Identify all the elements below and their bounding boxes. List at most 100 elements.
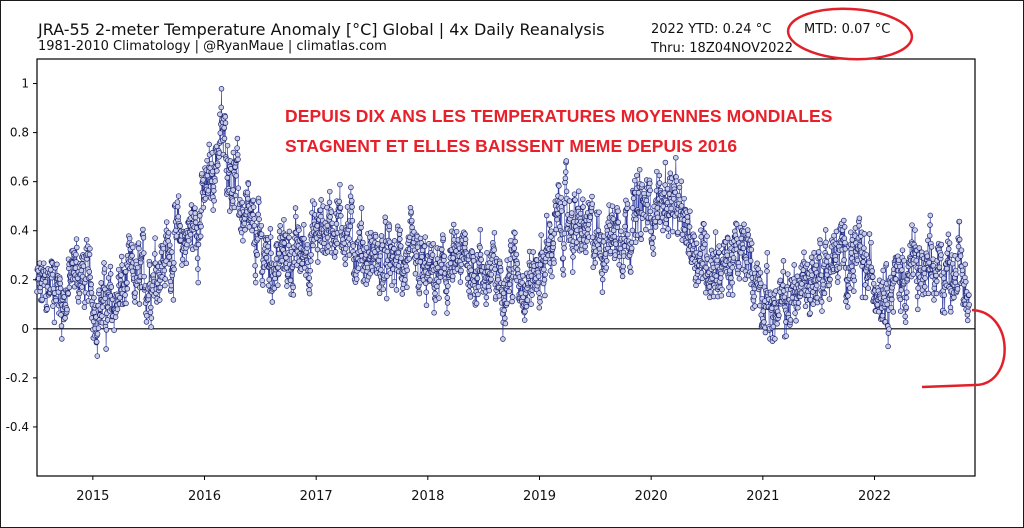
data-point xyxy=(966,301,972,308)
data-point xyxy=(283,255,289,261)
data-point xyxy=(603,264,610,271)
data-point xyxy=(707,289,714,295)
data-point xyxy=(537,261,544,268)
data-point xyxy=(438,261,445,268)
data-point xyxy=(638,236,644,243)
data-point xyxy=(353,276,360,282)
data-point xyxy=(886,326,892,332)
data-point xyxy=(577,210,584,217)
data-point xyxy=(523,303,530,310)
data-point xyxy=(870,274,876,280)
data-point xyxy=(148,324,154,330)
data-point xyxy=(847,285,853,291)
data-point xyxy=(841,224,848,230)
data-point xyxy=(736,263,742,270)
data-point xyxy=(536,290,542,296)
data-point xyxy=(94,353,101,359)
data-point xyxy=(372,233,379,240)
data-point xyxy=(183,260,190,267)
data-point xyxy=(328,209,335,215)
data-point xyxy=(652,224,659,230)
data-point xyxy=(218,104,224,111)
data-point xyxy=(341,240,347,247)
data-point xyxy=(704,233,710,239)
data-point xyxy=(281,240,287,246)
data-point xyxy=(88,281,94,288)
data-point xyxy=(831,232,837,239)
data-point xyxy=(793,318,799,324)
data-point xyxy=(648,228,654,235)
data-point xyxy=(431,310,437,316)
data-point xyxy=(307,268,313,274)
data-point xyxy=(165,230,172,236)
data-point xyxy=(427,277,433,283)
data-point xyxy=(252,272,259,279)
data-point xyxy=(691,233,697,240)
data-point xyxy=(314,223,320,229)
data-point xyxy=(936,264,943,271)
data-point xyxy=(66,284,73,291)
data-point xyxy=(242,227,248,233)
data-point xyxy=(562,175,569,182)
data-point xyxy=(281,216,287,223)
data-point xyxy=(441,253,447,260)
data-point xyxy=(903,295,910,301)
data-point xyxy=(475,291,481,298)
data-point xyxy=(53,297,59,304)
data-point xyxy=(205,187,212,194)
data-point xyxy=(136,301,143,307)
data-point xyxy=(462,236,469,243)
data-point xyxy=(687,208,693,214)
data-point xyxy=(397,236,403,242)
data-point xyxy=(702,241,708,248)
data-point xyxy=(344,204,351,210)
data-point xyxy=(75,299,82,305)
data-point xyxy=(736,275,743,282)
data-point xyxy=(311,201,318,207)
data-point xyxy=(126,235,133,242)
data-point xyxy=(879,313,886,319)
data-point xyxy=(111,327,117,333)
data-point xyxy=(556,183,562,189)
data-point xyxy=(587,214,594,221)
data-point xyxy=(542,271,548,278)
data-point xyxy=(673,154,679,161)
data-point xyxy=(719,286,725,293)
data-point xyxy=(378,233,385,239)
data-point xyxy=(416,290,423,297)
data-point xyxy=(492,266,498,273)
data-point xyxy=(269,299,276,305)
chart-title: JRA-55 2-meter Temperature Anomaly [°C] … xyxy=(38,20,605,39)
data-point xyxy=(783,333,789,339)
data-point xyxy=(615,208,621,214)
data-point xyxy=(124,279,130,286)
data-point xyxy=(954,286,961,292)
data-point xyxy=(346,252,353,258)
data-point xyxy=(239,199,246,206)
data-point xyxy=(429,252,436,258)
data-point xyxy=(233,173,239,179)
data-point xyxy=(161,267,168,274)
data-point xyxy=(618,228,624,235)
data-point xyxy=(152,235,158,241)
data-point xyxy=(212,178,218,184)
data-point xyxy=(514,266,521,273)
data-point xyxy=(469,249,476,255)
data-point xyxy=(693,282,699,289)
data-point xyxy=(87,274,93,281)
data-point xyxy=(115,266,122,273)
data-point xyxy=(251,216,257,222)
y-tick-label: 0.2 xyxy=(10,273,29,287)
data-point xyxy=(650,251,657,257)
data-point xyxy=(548,252,555,258)
data-point xyxy=(101,260,107,266)
data-point xyxy=(214,168,220,174)
data-point xyxy=(147,309,154,316)
data-point xyxy=(292,205,299,211)
data-point xyxy=(444,295,451,301)
data-point xyxy=(903,304,909,311)
data-point xyxy=(643,226,649,233)
data-point xyxy=(230,149,237,156)
data-point xyxy=(39,296,45,303)
data-point xyxy=(395,263,402,269)
